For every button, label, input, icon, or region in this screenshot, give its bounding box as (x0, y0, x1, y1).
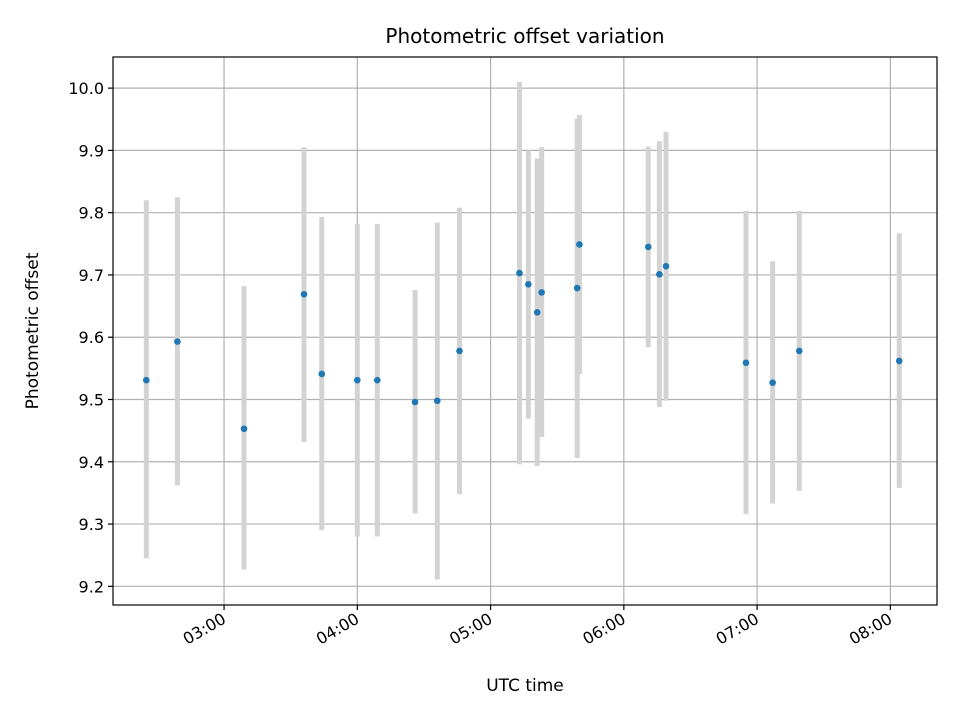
y-tick-label: 9.9 (79, 141, 104, 160)
data-point (895, 357, 903, 365)
data-point (174, 338, 181, 345)
data-point (411, 398, 419, 406)
y-tick-label: 9.2 (79, 577, 104, 596)
y-tick-label: 9.5 (79, 391, 104, 410)
data-point (533, 309, 541, 316)
data-point (456, 347, 463, 355)
data-point (742, 359, 750, 367)
y-tick-label: 9.7 (79, 266, 104, 285)
data-point (374, 376, 381, 384)
data-point (769, 379, 776, 386)
plot-frame (112, 56, 938, 606)
data-point (525, 280, 532, 288)
data-point (538, 289, 545, 296)
data-point (644, 243, 652, 251)
y-axis-label: Photometric offset (23, 252, 43, 409)
y-tick-label: 9.4 (79, 453, 104, 472)
y-tick-label: 9.8 (79, 204, 104, 223)
data-point (516, 269, 523, 277)
data-point (240, 425, 248, 433)
y-tick-label: 10.0 (68, 79, 104, 98)
y-tick-label: 9.6 (79, 328, 104, 347)
data-point (795, 347, 803, 355)
data-point (656, 271, 663, 278)
plot-area (113, 57, 937, 605)
data-point (573, 284, 581, 292)
data-points (143, 241, 903, 433)
data-point (300, 290, 308, 298)
data-point (318, 370, 326, 378)
data-point (143, 376, 150, 384)
data-point (354, 376, 361, 384)
y-tick-label: 9.3 (79, 515, 104, 534)
chart-title: Photometric offset variation (385, 24, 664, 48)
y-axis: 9.2 9.3 9.4 9.5 9.6 9.7 9.8 9.9 10.0 (68, 79, 113, 596)
data-point (662, 262, 670, 270)
data-point (433, 397, 441, 405)
data-point (576, 241, 583, 248)
x-axis-label: UTC time (486, 676, 564, 696)
